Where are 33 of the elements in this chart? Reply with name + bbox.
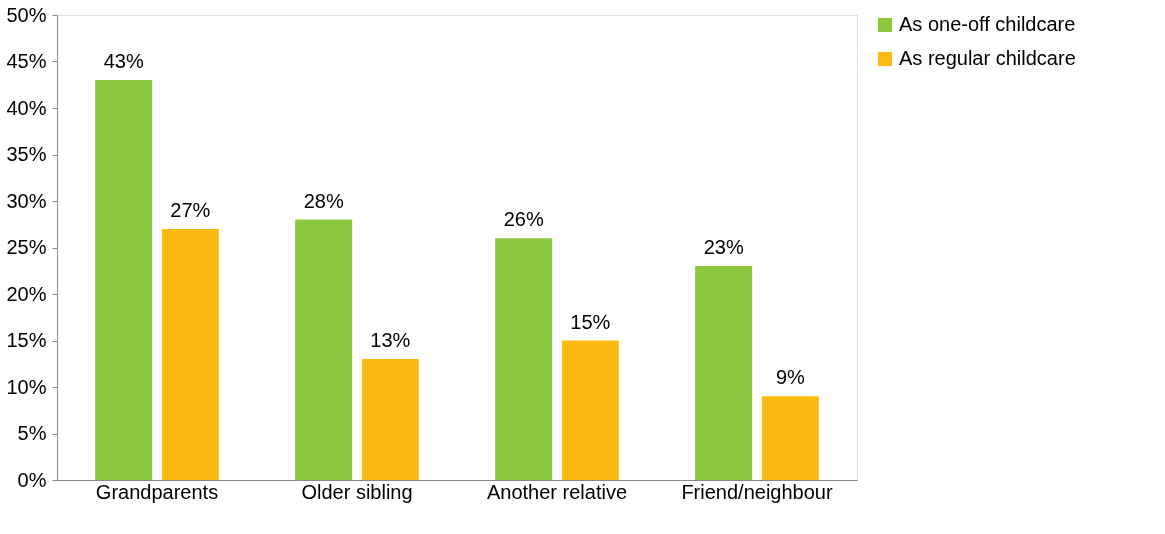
data-label: 27% — [170, 198, 211, 221]
y-tick-label: 10% — [6, 375, 47, 398]
y-tick-label: 25% — [6, 236, 47, 258]
y-tick-label: 50% — [6, 3, 47, 26]
bar — [695, 266, 753, 480]
legend-label: As regular childcare — [899, 47, 1076, 69]
x-tick-label: Older sibling — [301, 480, 413, 503]
data-label: 13% — [370, 329, 411, 352]
y-tick-label: 0% — [17, 468, 47, 491]
bar — [761, 396, 819, 480]
bar — [161, 228, 219, 480]
data-label: 43% — [103, 50, 144, 73]
bar — [361, 359, 419, 480]
bar — [561, 340, 619, 480]
x-tick-label: Grandparents — [95, 480, 219, 503]
bar — [95, 80, 153, 480]
y-tick-label: 20% — [6, 282, 47, 305]
x-tick-label: Friend/neighbour — [681, 480, 833, 503]
y-tick-label: 30% — [6, 189, 47, 212]
data-label: 28% — [303, 189, 344, 212]
bar — [495, 238, 553, 480]
y-tick-label: 45% — [6, 50, 47, 72]
x-tick-label: Another relative — [486, 480, 628, 503]
y-tick-label: 5% — [17, 422, 47, 444]
data-label: 15% — [570, 310, 611, 333]
data-label: 9% — [775, 366, 805, 389]
data-label: 26% — [503, 208, 544, 231]
y-tick-label: 40% — [6, 96, 47, 119]
bar — [295, 219, 353, 480]
y-tick-label: 35% — [6, 143, 47, 165]
data-label: 23% — [703, 236, 744, 259]
legend-label: As one-off childcare — [899, 13, 1076, 35]
y-tick-label: 15% — [6, 329, 47, 351]
